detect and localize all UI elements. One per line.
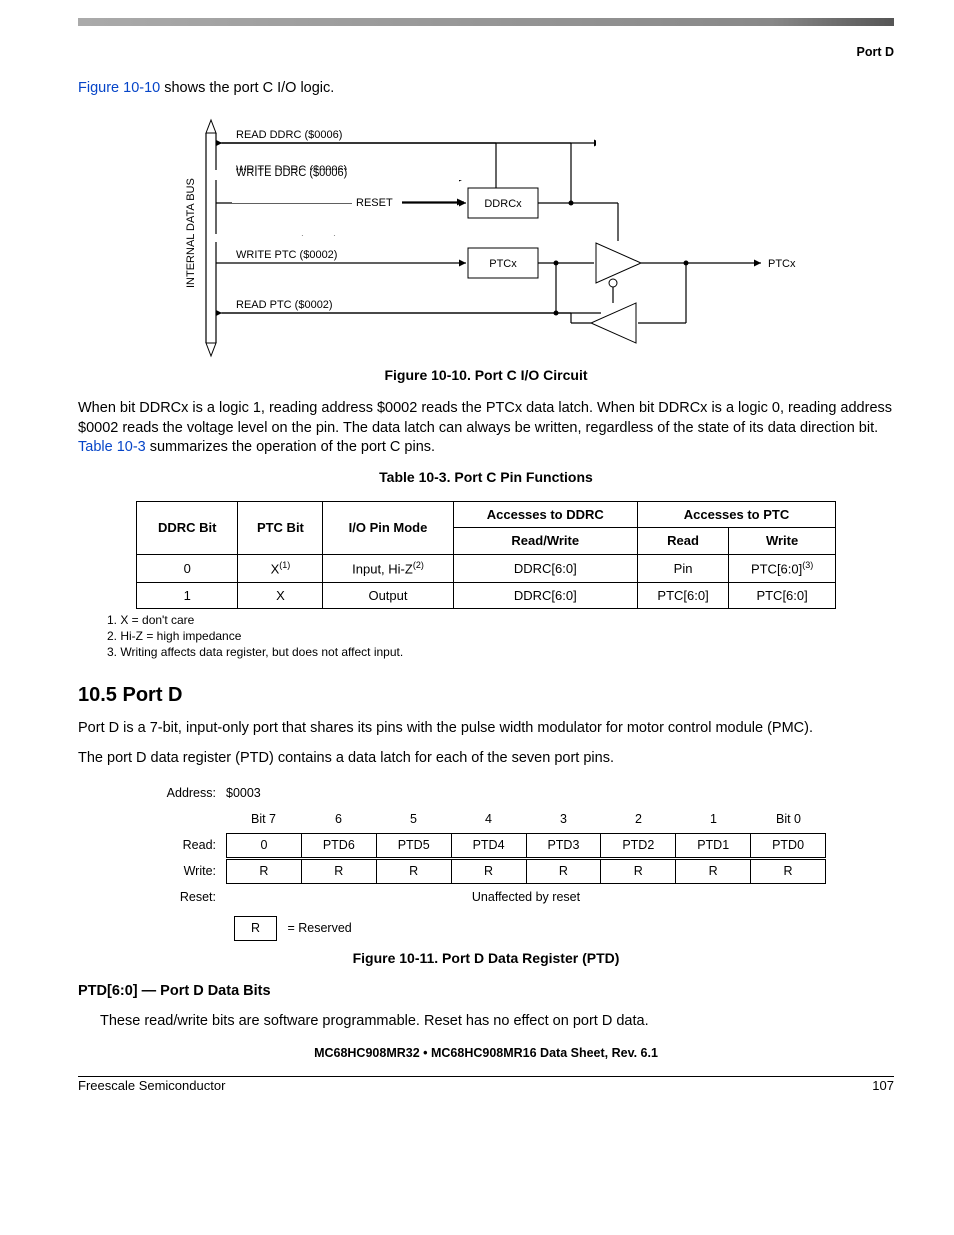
write-cell: R	[302, 859, 377, 884]
th-acc-ddrc: Accesses to DDRC	[453, 501, 637, 528]
th-write: Write	[729, 528, 836, 555]
header-section-label: Port D	[78, 44, 894, 61]
bit-header: 6	[301, 811, 376, 828]
read-cell: PTD0	[751, 833, 826, 858]
read-label: Read:	[146, 837, 226, 854]
address-label: Address:	[146, 785, 226, 802]
write-cell: R	[601, 859, 676, 884]
read-ddrc-label: READ DDRC ($0006)	[236, 129, 342, 141]
table-notes: 1. X = don't care 2. Hi-Z = high impedan…	[107, 613, 894, 660]
reserved-eq: = Reserved	[287, 921, 351, 935]
footer-doc-title: MC68HC908MR32 • MC68HC908MR16 Data Sheet…	[78, 1045, 894, 1062]
bit-header: Bit 0	[751, 811, 826, 828]
para-after-fig: When bit DDRCx is a logic 1, reading add…	[78, 399, 894, 458]
svg-text:WRITE PTC ($0002): WRITE PTC ($0002)	[236, 249, 337, 261]
sect-10-5-p2: The port D data register (PTD) contains …	[78, 749, 894, 769]
bit-header: 5	[376, 811, 451, 828]
reserved-box: R	[234, 916, 277, 941]
read-ptc-label: READ PTC ($0002)	[236, 299, 333, 311]
th-ddrc-bit: DDRC Bit	[137, 501, 238, 554]
svg-text:WRITE DDRC ($0006): WRITE DDRC ($0006)	[236, 167, 347, 179]
intro-para: Figure 10-10 shows the port C I/O logic.	[78, 79, 894, 99]
footer-row: Freescale Semiconductor 107	[78, 1077, 894, 1095]
footer-page-number: 107	[872, 1077, 894, 1095]
bit-header: 1	[676, 811, 751, 828]
bus-label: INTERNAL DATA BUS	[185, 179, 197, 289]
footer-left: Freescale Semiconductor	[78, 1077, 225, 1095]
ptd-bits-desc: These read/write bits are software progr…	[100, 1012, 894, 1032]
table-row: 0 X(1) Input, Hi-Z(2) DDRC[6:0] Pin PTC[…	[137, 555, 836, 583]
write-cell: R	[527, 859, 602, 884]
note-2: 2. Hi-Z = high impedance	[107, 629, 894, 645]
bit-header: Bit 7	[226, 811, 301, 828]
th-ptc-bit: PTC Bit	[238, 501, 323, 554]
fig-10-11-register: Address: $0003 Bit 7 6 5 4 3 2 1 Bit 0 R…	[146, 780, 826, 941]
ddrcx-box-label: DDRCx	[484, 198, 522, 210]
bit-header: 3	[526, 811, 601, 828]
bit-header: 2	[601, 811, 676, 828]
read-cell: PTD3	[527, 833, 602, 858]
table-10-3-caption: Table 10-3. Port C Pin Functions	[78, 468, 894, 487]
reserved-legend: R = Reserved	[234, 916, 826, 941]
note-3: 3. Writing affects data register, but do…	[107, 645, 894, 661]
intro-rest: shows the port C I/O logic.	[160, 80, 334, 96]
table-10-3: DDRC Bit PTC Bit I/O Pin Mode Accesses t…	[136, 501, 836, 610]
table-row: 1 X Output DDRC[6:0] PTC[6:0] PTC[6:0]	[137, 582, 836, 609]
fig-10-10-link[interactable]: Figure 10-10	[78, 80, 160, 96]
section-10-5-heading: 10.5 Port D	[78, 682, 894, 709]
write-label: Write:	[146, 863, 226, 880]
reset-text: Unaffected by reset	[226, 886, 826, 909]
reset-label: Reset:	[146, 889, 226, 906]
th-io-mode: I/O Pin Mode	[323, 501, 453, 554]
write-cell: R	[452, 859, 527, 884]
read-cell: PTD1	[676, 833, 751, 858]
read-cell: 0	[226, 833, 302, 858]
para-t1: When bit DDRCx is a logic 1, reading add…	[78, 400, 892, 436]
write-cell: R	[226, 859, 302, 884]
bit-header: 4	[451, 811, 526, 828]
svg-text:RESET: RESET	[356, 197, 393, 209]
th-rw: Read/Write	[453, 528, 637, 555]
ptcx-box-label: PTCx	[489, 258, 517, 270]
read-cell: PTD5	[377, 833, 452, 858]
fig-10-10-diagram: INTERNAL DATA BUS READ DDRC ($0006) WRIT…	[166, 108, 806, 358]
fig-10-11-caption: Figure 10-11. Port D Data Register (PTD)	[78, 949, 894, 968]
write-cell: R	[751, 859, 826, 884]
read-cell: PTD6	[302, 833, 377, 858]
read-cell: PTD2	[601, 833, 676, 858]
ptcx-pin-label: PTCx	[768, 258, 796, 270]
th-acc-ptc: Accesses to PTC	[637, 501, 835, 528]
sect-10-5-p1: Port D is a 7-bit, input-only port that …	[78, 719, 894, 739]
th-read: Read	[637, 528, 728, 555]
write-cell: R	[676, 859, 751, 884]
address-value: $0003	[226, 785, 301, 802]
table-10-3-link[interactable]: Table 10-3	[78, 439, 146, 455]
ptd-bits-title: PTD[6:0] — Port D Data Bits	[78, 982, 894, 1002]
para-t2: summarizes the operation of the port C p…	[146, 439, 435, 455]
read-cell: PTD4	[452, 833, 527, 858]
fig-10-10-caption: Figure 10-10. Port C I/O Circuit	[78, 366, 894, 385]
note-1: 1. X = don't care	[107, 613, 894, 629]
header-rule	[78, 18, 894, 26]
write-cell: R	[377, 859, 452, 884]
